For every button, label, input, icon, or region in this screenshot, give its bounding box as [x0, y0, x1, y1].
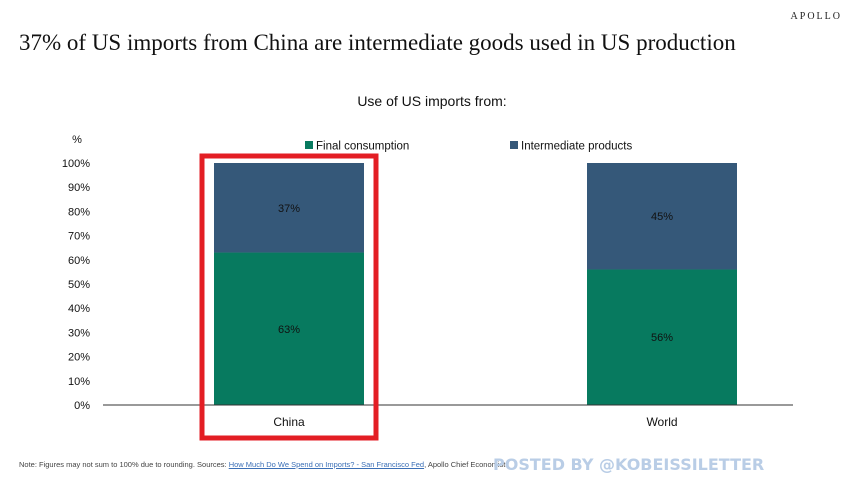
- y-tick-label: 90%: [68, 182, 90, 194]
- y-axis-unit-label: %: [72, 134, 82, 146]
- bar-segment: [587, 269, 737, 405]
- chart-subtitle: Use of US imports from:: [357, 93, 507, 109]
- y-tick-label: 0%: [74, 400, 90, 412]
- y-tick-label: 20%: [68, 352, 90, 364]
- y-tick-label: 100%: [62, 158, 90, 170]
- watermark: POSTED BY @KOBEISSILETTER: [493, 455, 765, 474]
- data-label: 56%: [651, 332, 673, 344]
- x-tick-label: China: [273, 415, 305, 429]
- y-tick-label: 60%: [68, 255, 90, 267]
- y-tick-label: 10%: [68, 376, 90, 388]
- footnote: Note: Figures may not sum to 100% due to…: [19, 460, 505, 469]
- data-label: 37%: [278, 203, 300, 215]
- footnote-suffix: , Apollo Chief Economist: [424, 460, 506, 469]
- legend-label: Final consumption: [316, 141, 409, 153]
- legend-swatch: [305, 141, 313, 149]
- data-label: 63%: [278, 324, 300, 336]
- source-link[interactable]: How Much Do We Spend on Imports? - San F…: [228, 460, 425, 469]
- bar-segment: [214, 163, 364, 253]
- footnote-text: Note: Figures may not sum to 100% due to…: [19, 460, 229, 469]
- legend-swatch: [510, 141, 518, 149]
- brand-logo: APOLLO: [790, 11, 842, 22]
- y-tick-label: 40%: [68, 303, 90, 315]
- legend-label: Intermediate products: [521, 141, 632, 153]
- y-tick-label: 70%: [68, 231, 90, 243]
- chart-title: 37% of US imports from China are interme…: [19, 30, 736, 55]
- y-tick-label: 80%: [68, 206, 90, 218]
- highlight-box: [199, 153, 379, 441]
- y-tick-label: 30%: [68, 327, 90, 339]
- bar-segment: [214, 252, 364, 405]
- data-label: 45%: [651, 211, 673, 223]
- y-tick-label: 50%: [68, 279, 90, 291]
- x-tick-label: World: [646, 415, 677, 429]
- bar-segment: [587, 163, 737, 270]
